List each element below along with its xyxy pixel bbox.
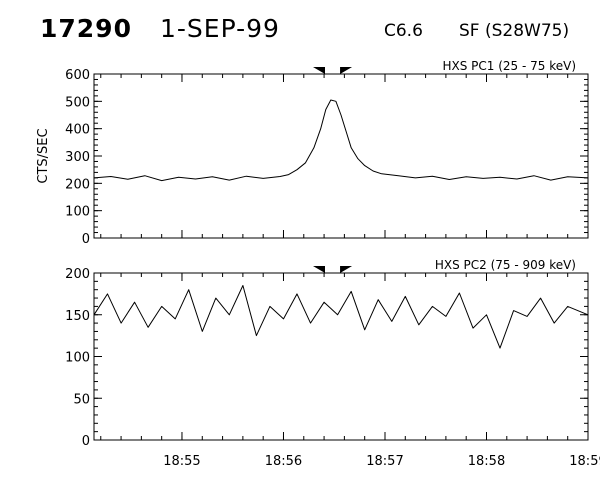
y-tick-label: 100	[65, 351, 90, 366]
x-tick-label: 18:59	[569, 454, 600, 469]
flare-location: SF (S28W75)	[459, 21, 570, 41]
series-line	[93, 99, 589, 182]
y-tick-label: 400	[65, 123, 90, 138]
y-tick-label: 600	[65, 68, 90, 83]
y-tick-label: 100	[65, 205, 90, 220]
y-tick-label: 300	[65, 150, 90, 165]
panel-title: HXS PC2 (75 - 909 keV)	[435, 258, 576, 272]
y-tick-label: 150	[65, 309, 90, 324]
flare-class: C6.6	[384, 21, 423, 41]
plot-frame	[93, 272, 589, 441]
event-id: 17290	[40, 14, 132, 43]
interval-marker	[313, 67, 326, 74]
panel-pc1: HXS PC1 (25 - 75 keV) 0 100 200 300 400 500 600…	[36, 59, 589, 247]
series-line	[93, 285, 589, 349]
y-tick-label: 0	[82, 434, 90, 449]
x-tick-label: 18:55	[163, 454, 200, 469]
event-date: 1-SEP-99	[160, 14, 280, 43]
x-tick-label: 18:58	[468, 454, 505, 469]
y-tick-label: 200	[65, 177, 90, 192]
y-tick-label: 200	[65, 267, 90, 282]
x-tick-label: 18:57	[366, 454, 403, 469]
interval-marker	[313, 266, 326, 273]
y-tick-label: 50	[73, 392, 90, 407]
plot-frame	[93, 73, 589, 239]
interval-marker	[340, 67, 353, 74]
y-axis-label: CTS/SEC	[36, 128, 51, 183]
panel-title: HXS PC1 (25 - 75 keV)	[442, 59, 576, 73]
interval-marker	[340, 266, 353, 273]
panel-pc2: HXS PC2 (75 - 909 keV) 0 50 100 150 200 18:55 1…	[65, 258, 600, 469]
y-tick-label: 500	[65, 95, 90, 110]
y-tick-label: 0	[82, 232, 90, 247]
x-tick-label: 18:56	[265, 454, 302, 469]
